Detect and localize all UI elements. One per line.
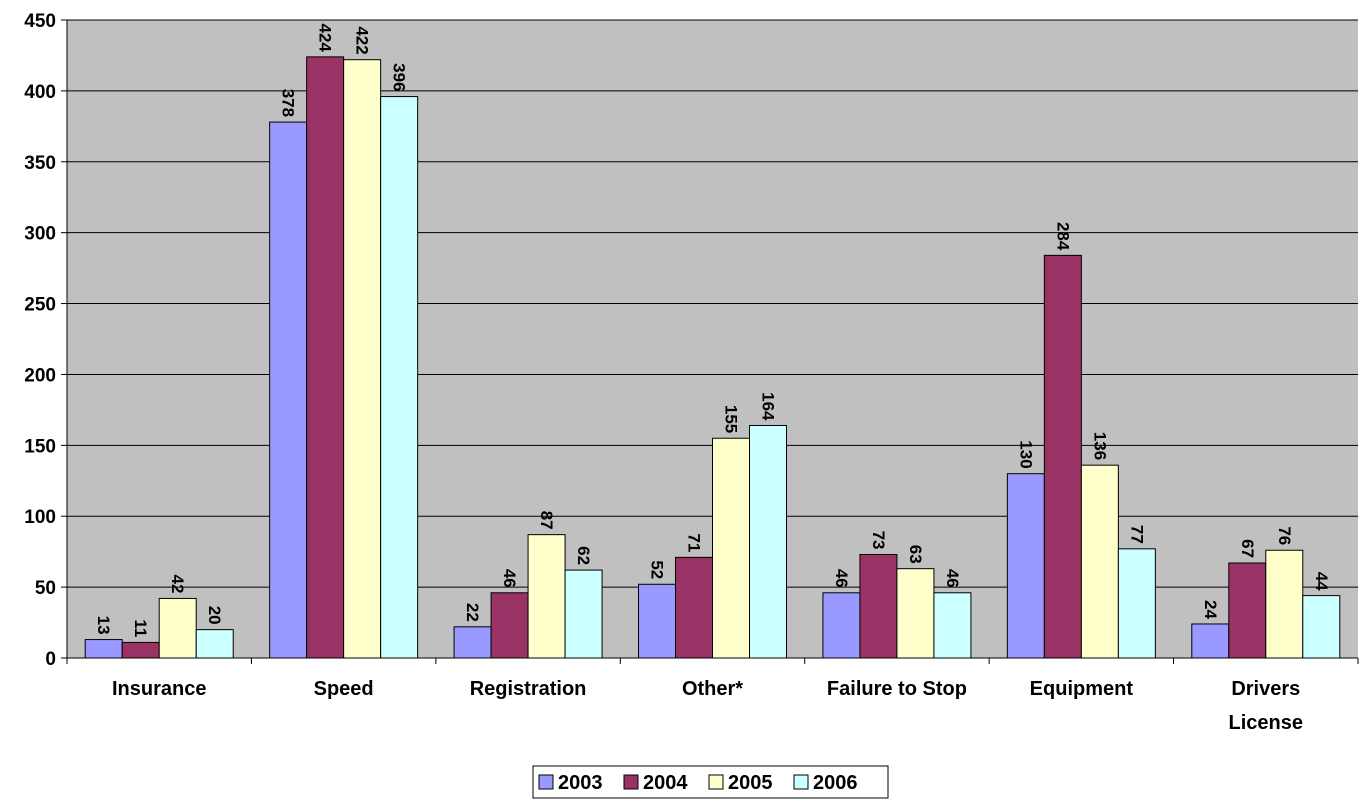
x-category-label-line: Insurance <box>112 678 206 700</box>
data-label: 77 <box>1127 525 1146 544</box>
data-label: 46 <box>500 569 519 588</box>
legend: 2003 2004 2005 2006 <box>532 765 889 799</box>
data-label: 422 <box>353 26 372 54</box>
legend-swatch-2005 <box>708 774 724 790</box>
data-label: 22 <box>463 603 482 622</box>
data-label: 44 <box>1312 572 1331 591</box>
x-category-label-line: Other* <box>682 678 743 700</box>
bar-2006-failure-to-stop <box>933 592 972 659</box>
x-category-label: Insurance <box>112 678 206 700</box>
axes <box>61 19 1359 664</box>
legend-swatch-2006 <box>793 774 809 790</box>
bar-2003-insurance <box>84 639 123 659</box>
legend-swatch-2003 <box>538 774 554 790</box>
data-label: 46 <box>943 569 962 588</box>
data-labels: 13 11 42 20 378 424 422 396 22 46 87 62 52 71 155 164 46… <box>94 23 1331 637</box>
x-category-label: Failure to Stop <box>827 678 967 700</box>
bar-2006-speed <box>380 96 419 659</box>
x-category-label-line: License <box>1229 712 1303 734</box>
y-tick-label: 400 <box>24 82 56 103</box>
bar-2004-registration <box>490 592 529 659</box>
data-label: 378 <box>279 89 298 117</box>
y-tick-label: 100 <box>24 507 56 528</box>
bar-2006-registration <box>564 569 603 659</box>
bar-2004-equipment <box>1043 254 1082 659</box>
bar-2003-speed <box>269 121 308 659</box>
data-label: 130 <box>1016 440 1035 468</box>
legend-label: 2006 <box>813 772 858 794</box>
bar-2004-speed <box>306 56 345 659</box>
x-category-label: Drivers License <box>1229 678 1303 734</box>
data-label: 42 <box>168 575 187 594</box>
y-axis-tick-labels: 0 50 100 150 200 250 300 350 400 450 <box>24 11 56 670</box>
bar-2006-insurance <box>195 629 234 659</box>
legend-label: 2003 <box>558 772 603 794</box>
bar-2005-other- <box>712 437 750 659</box>
bar-2003-other- <box>638 583 676 659</box>
x-category-label: Speed <box>314 678 374 700</box>
y-tick-label: 350 <box>24 153 56 174</box>
bar-2005-registration <box>527 534 566 659</box>
x-category-label-line: Speed <box>314 678 374 700</box>
y-tick-label: 0 <box>45 649 56 670</box>
data-label: 71 <box>685 533 704 552</box>
data-label: 67 <box>1238 539 1257 558</box>
bar-2003-equipment <box>1006 473 1045 659</box>
data-label: 155 <box>722 405 741 433</box>
data-label: 164 <box>759 392 778 421</box>
x-category-label-line: Registration <box>470 678 587 700</box>
bar-2006-drivers-license <box>1302 595 1341 659</box>
bar-2006-equipment <box>1117 548 1156 659</box>
data-label: 63 <box>906 545 925 564</box>
data-label: 76 <box>1275 526 1294 545</box>
x-category-label: Equipment <box>1030 678 1134 700</box>
x-axis-category-labels: Insurance Speed Registration Other* Failure … <box>112 678 1303 734</box>
x-category-label-line: Drivers <box>1231 678 1300 700</box>
y-tick-label: 150 <box>24 436 56 457</box>
legend-label: 2005 <box>728 772 773 794</box>
data-label: 13 <box>94 616 113 635</box>
data-label: 136 <box>1090 432 1109 460</box>
y-tick-label: 300 <box>24 224 56 245</box>
bar-2004-other- <box>675 556 713 659</box>
data-label: 284 <box>1053 222 1072 251</box>
legend-swatch-2004 <box>623 774 639 790</box>
data-label: 52 <box>648 560 667 579</box>
data-label: 20 <box>205 606 224 625</box>
bars <box>84 56 1341 659</box>
bar-2004-drivers-license <box>1228 562 1267 659</box>
data-label: 424 <box>316 23 335 52</box>
data-label: 24 <box>1201 600 1220 619</box>
data-label: 11 <box>131 619 150 637</box>
bar-2005-insurance <box>158 597 197 659</box>
y-tick-label: 200 <box>24 365 56 386</box>
bar-2003-failure-to-stop <box>822 592 861 659</box>
data-label: 46 <box>832 569 851 588</box>
bar-2004-insurance <box>121 641 160 659</box>
data-label: 62 <box>574 546 593 565</box>
bar-2005-failure-to-stop <box>896 568 935 659</box>
bar-2005-equipment <box>1080 464 1119 659</box>
data-label: 87 <box>537 511 556 530</box>
bar-2003-drivers-license <box>1191 623 1230 659</box>
x-category-label-line: Failure to Stop <box>827 678 967 700</box>
bar-2003-registration <box>453 626 492 659</box>
bar-2005-speed <box>343 59 382 659</box>
legend-label: 2004 <box>643 772 688 794</box>
bar-2004-failure-to-stop <box>859 554 898 659</box>
bar-2006-other- <box>749 424 787 659</box>
bar-2005-drivers-license <box>1265 549 1304 659</box>
y-tick-label: 50 <box>35 578 56 599</box>
y-tick-label: 250 <box>24 295 56 316</box>
data-label: 396 <box>390 63 409 91</box>
x-category-label-line: Equipment <box>1030 678 1134 700</box>
data-label: 73 <box>869 531 888 550</box>
y-tick-label: 450 <box>24 11 56 32</box>
x-category-label: Registration <box>470 678 587 700</box>
x-category-label: Other* <box>682 678 743 700</box>
